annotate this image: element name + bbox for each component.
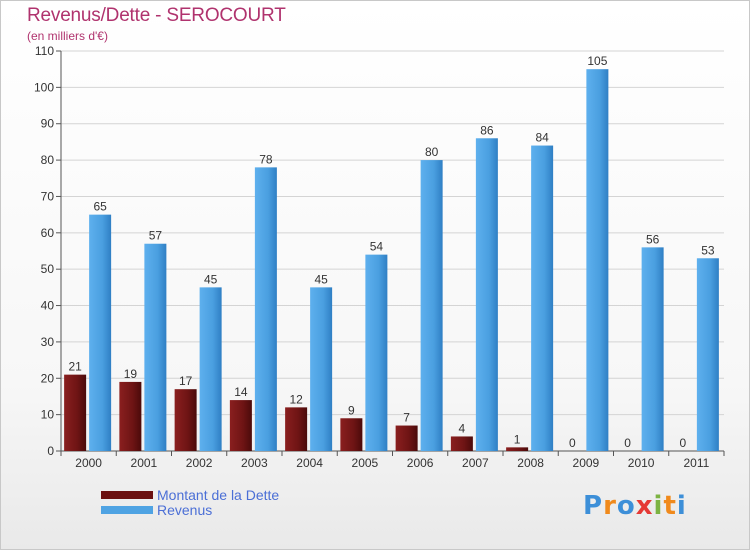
data-label-revenus: 45 — [204, 272, 218, 286]
y-tick-label: 30 — [41, 335, 55, 349]
bar-revenus — [254, 167, 277, 451]
x-tick-label: 2004 — [296, 456, 323, 470]
chart-legend: Montant de la Dette Revenus — [101, 486, 280, 518]
data-label-revenus: 65 — [93, 200, 107, 214]
bar-dette — [450, 436, 473, 451]
x-tick-label: 2000 — [75, 456, 102, 470]
logo-letter: t — [663, 491, 677, 521]
data-label-revenus: 45 — [314, 272, 328, 286]
data-label-dette: 9 — [348, 403, 355, 417]
bar-dette — [119, 381, 142, 451]
bar-dette — [229, 400, 252, 451]
y-tick-label: 10 — [41, 408, 55, 422]
data-label-dette: 1 — [514, 432, 521, 446]
data-label-dette: 12 — [289, 392, 303, 406]
data-label-dette: 0 — [624, 436, 631, 450]
chart-subtitle: (en milliers d'€) — [27, 29, 108, 43]
logo-letter: i — [676, 491, 687, 521]
data-label-dette: 21 — [68, 360, 82, 374]
x-tick-label: 2003 — [241, 456, 268, 470]
bar-revenus — [89, 214, 112, 451]
logo-letter: r — [603, 491, 617, 521]
data-label-revenus: 57 — [149, 229, 163, 243]
logo-letter: x — [635, 491, 654, 521]
x-tick-label: 2002 — [186, 456, 213, 470]
y-tick-label: 60 — [41, 226, 55, 240]
data-label-dette: 0 — [680, 436, 687, 450]
x-tick-label: 2009 — [573, 456, 600, 470]
y-tick-label: 40 — [41, 299, 55, 313]
x-tick-label: 2010 — [628, 456, 655, 470]
x-tick-label: 2011 — [683, 456, 709, 470]
data-label-dette: 4 — [459, 421, 466, 435]
chart-title: Revenus/Dette - SEROCOURT — [27, 5, 286, 26]
data-label-dette: 17 — [179, 374, 193, 388]
data-label-revenus: 105 — [587, 54, 607, 68]
legend-item-debt: Montant de la Dette — [101, 486, 280, 503]
bar-revenus — [641, 247, 664, 451]
y-tick-label: 50 — [41, 262, 55, 276]
data-label-revenus: 78 — [259, 152, 273, 166]
bar-revenus — [310, 287, 333, 451]
bar-revenus — [531, 145, 554, 451]
data-label-revenus: 53 — [701, 243, 715, 257]
y-tick-label: 70 — [41, 189, 55, 203]
x-tick-label: 2007 — [462, 456, 489, 470]
logo-letter: o — [616, 491, 636, 521]
y-tick-label: 80 — [41, 153, 55, 167]
bar-dette — [395, 425, 418, 451]
bar-revenus — [420, 160, 443, 451]
x-tick-label: 2006 — [407, 456, 434, 470]
data-label-revenus: 80 — [425, 145, 439, 159]
bar-revenus — [365, 254, 388, 451]
legend-item-revenus: Revenus — [101, 501, 279, 518]
data-label-dette: 19 — [124, 367, 138, 381]
bar-dette — [506, 447, 529, 451]
data-label-dette: 14 — [234, 385, 248, 399]
bar-revenus — [696, 258, 719, 451]
legend-swatch-debt — [101, 490, 153, 499]
legend-label-debt: Montant de la Dette — [157, 486, 280, 503]
bar-dette — [174, 389, 197, 451]
logo-letter: i — [653, 491, 664, 521]
data-label-revenus: 56 — [646, 232, 660, 246]
x-tick-label: 2008 — [517, 456, 544, 470]
bar-dette — [285, 407, 308, 451]
proxiti-logo: Proxiti — [583, 491, 687, 521]
y-tick-label: 100 — [34, 80, 54, 94]
y-tick-label: 110 — [35, 44, 54, 58]
y-tick-label: 20 — [41, 371, 55, 385]
x-tick-label: 2005 — [352, 456, 379, 470]
bar-dette — [64, 374, 87, 451]
x-tick-label: 2001 — [131, 456, 158, 470]
bar-revenus — [586, 69, 609, 451]
bar-revenus — [199, 287, 222, 451]
legend-swatch-revenus — [101, 505, 153, 514]
bar-revenus — [144, 243, 167, 451]
logo-letter: P — [583, 491, 604, 521]
data-label-dette: 0 — [569, 436, 576, 450]
data-label-revenus: 54 — [370, 240, 384, 254]
legend-label-revenus: Revenus — [157, 501, 213, 518]
y-tick-label: 0 — [47, 444, 54, 458]
data-label-revenus: 86 — [480, 123, 494, 137]
bar-revenus — [475, 138, 498, 452]
data-label-revenus: 84 — [535, 131, 549, 145]
bar-dette — [340, 418, 363, 451]
y-tick-label: 90 — [41, 117, 55, 131]
data-label-dette: 7 — [403, 411, 410, 425]
